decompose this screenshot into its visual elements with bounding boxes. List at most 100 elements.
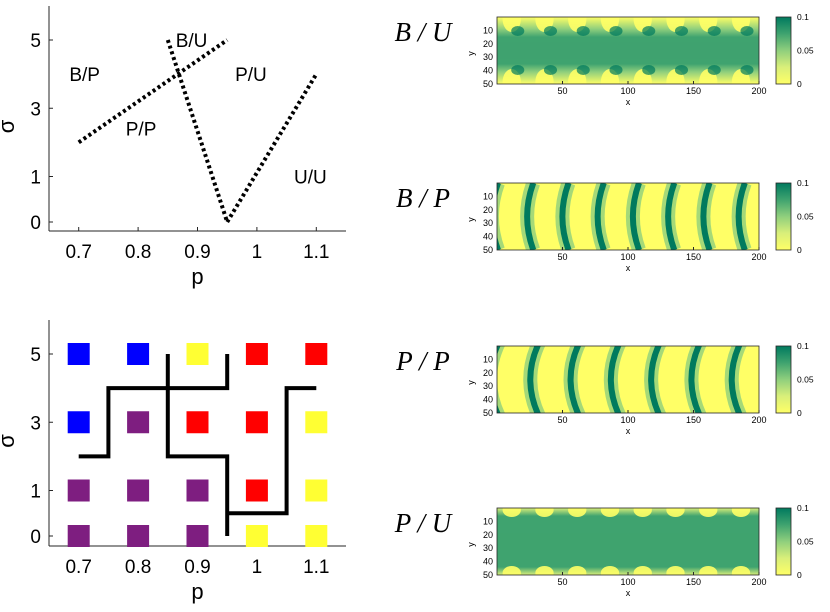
edge-blob	[731, 508, 751, 517]
edge-streak	[609, 65, 623, 75]
edge-blob	[666, 566, 685, 575]
hm-y-tick-label: 10	[483, 354, 493, 364]
edge-blob	[699, 508, 718, 517]
hm-x-tick-label: 50	[557, 252, 567, 262]
hm-x-axis-label: x	[626, 263, 631, 273]
hm-y-tick-label: 10	[483, 191, 493, 201]
edge-streak	[674, 65, 689, 75]
wave-front	[527, 346, 541, 413]
edge-blob	[535, 566, 554, 575]
edge-streak	[642, 26, 656, 36]
grid-square-purple	[127, 479, 150, 502]
colorbar-tick-label: 0.05	[797, 212, 814, 222]
grid-square-red	[245, 343, 268, 365]
edge-streak	[740, 26, 754, 36]
edge-streak	[707, 26, 721, 36]
hm-y-axis-label: y	[466, 542, 476, 547]
grid-square-yellow	[245, 525, 268, 547]
edge-streak	[707, 65, 721, 75]
grid-square-red	[305, 343, 328, 365]
center-band	[497, 42, 759, 59]
wave-front	[700, 183, 713, 250]
edge-streak	[576, 65, 590, 75]
grid-square-purple	[67, 479, 90, 502]
hm-y-tick-label: 30	[483, 218, 493, 228]
colorbar-tick-label: 0.1	[797, 503, 809, 513]
region-label: P/P	[126, 120, 157, 141]
colorbar-tick-label: 0	[797, 245, 802, 255]
heatmap-image	[497, 17, 759, 84]
colorbar	[775, 182, 792, 251]
y-tick-label: 5	[30, 31, 41, 52]
wave-front	[688, 346, 703, 413]
colorbar-tick-label: 0	[797, 570, 802, 580]
hm-y-axis-label: y	[466, 51, 476, 56]
wave-front	[648, 346, 662, 413]
hm-x-tick-label: 100	[620, 577, 635, 587]
x-tick-label: 0.7	[65, 557, 91, 578]
edge-streak	[511, 65, 525, 75]
hm-x-tick-label: 100	[620, 415, 635, 425]
hm-y-tick-label: 50	[483, 570, 493, 580]
edge-blob	[633, 508, 652, 517]
heatmap-BU: 50 100 150 200 x 10 20 30 40 50 y B / U 0.1 0.05 0	[395, 12, 814, 107]
colorbar-tick-label: 0.1	[797, 341, 809, 351]
edge-blob	[699, 566, 718, 575]
grid-square-red	[245, 479, 268, 502]
grid-square-purple	[67, 525, 90, 547]
colorbar-tick-label: 0	[797, 408, 802, 418]
hm-x-tick-label: 100	[620, 252, 635, 262]
hm-y-tick-label: 40	[483, 395, 493, 405]
center-band	[497, 533, 759, 550]
hm-y-tick-label: 20	[483, 39, 493, 49]
hm-y-tick-label: 50	[483, 245, 493, 255]
hm-y-tick-label: 40	[483, 232, 493, 242]
y-tick-label: 3	[30, 99, 41, 120]
y-axis-label: σ	[0, 434, 19, 448]
colorbar-tick-label: 0.05	[797, 537, 814, 547]
heatmap-title: B / U	[395, 17, 453, 47]
hm-y-tick-label: 50	[483, 79, 493, 89]
region-label: P/U	[235, 65, 267, 86]
colorbar-tick-label: 0.05	[797, 46, 814, 56]
edge-streak	[609, 26, 623, 36]
y-tick-label: 0	[30, 213, 41, 234]
edge-blob	[666, 508, 685, 517]
hm-y-tick-label: 30	[483, 381, 493, 391]
x-tick-label: 1.1	[303, 242, 329, 263]
x-tick-label: 1	[252, 242, 263, 263]
grid-square-yellow	[305, 525, 328, 547]
colorbar-tick-label: 0.05	[797, 375, 814, 385]
wave-front	[665, 183, 678, 250]
heatmap-title: B / P	[396, 183, 450, 213]
grid-square-yellow	[186, 343, 209, 365]
x-tick-label: 1	[252, 557, 263, 578]
y-tick-label: 1	[30, 482, 41, 503]
wave-front	[735, 183, 748, 250]
hm-y-axis-label: y	[466, 217, 476, 222]
hm-x-tick-label: 150	[686, 252, 701, 262]
region-label: U/U	[294, 168, 327, 189]
phase-boundary	[225, 73, 319, 224]
heatmap-PU: 50 100 150 200 x 10 20 30 40 50 y P / U 0.1 0.05 0	[394, 503, 814, 598]
grid-square-red	[245, 411, 268, 434]
heatmap-base	[497, 508, 759, 575]
hm-y-tick-label: 10	[483, 25, 493, 35]
grid-square-blue	[67, 343, 90, 365]
grid-boundary	[227, 386, 317, 516]
wave-front	[728, 346, 743, 413]
hm-x-tick-label: 150	[686, 86, 701, 96]
heatmap-image	[497, 346, 759, 413]
x-tick-label: 0.8	[125, 242, 151, 263]
x-tick-label: 0.7	[65, 242, 91, 263]
edge-blob	[568, 508, 587, 517]
edge-blob	[535, 508, 554, 517]
y-axis-label: σ	[0, 119, 19, 133]
hm-y-tick-label: 30	[483, 52, 493, 62]
grid-square-purple	[127, 525, 150, 547]
hm-y-tick-label: 40	[483, 66, 493, 76]
edge-streak	[740, 65, 754, 75]
wave-front	[594, 183, 607, 250]
hm-x-axis-label: x	[626, 588, 631, 598]
